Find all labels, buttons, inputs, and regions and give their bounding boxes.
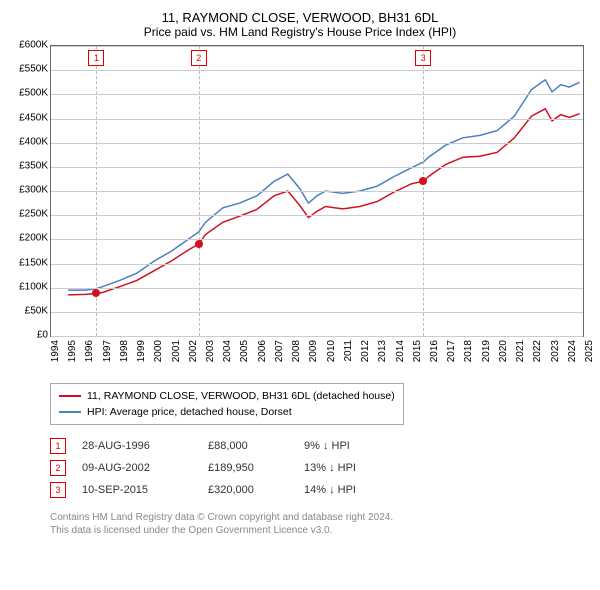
chart-area: 123 £0£50K£100K£150K£200K£250K£300K£350K…	[50, 45, 584, 375]
event-delta: 14% ↓ HPI	[304, 484, 394, 496]
footer-line-2: This data is licensed under the Open Gov…	[50, 524, 592, 537]
event-date: 10-SEP-2015	[82, 484, 192, 496]
footer-line-1: Contains HM Land Registry data © Crown c…	[50, 511, 592, 524]
event-marker: 1	[50, 438, 66, 454]
event-row: 1 28-AUG-1996 £88,000 9% ↓ HPI	[50, 435, 592, 457]
plot-region: 1 2 3	[50, 45, 584, 337]
x-tick-label: 2025	[584, 340, 600, 362]
event-table: 1 28-AUG-1996 £88,000 9% ↓ HPI 2 09-AUG-2002 £…	[50, 435, 592, 501]
series-hpi	[68, 80, 579, 290]
y-tick-label: £350K	[8, 160, 48, 171]
y-tick-label: £300K	[8, 185, 48, 196]
y-tick-label: £50K	[8, 305, 48, 316]
marker-box-3: 3	[415, 50, 431, 66]
event-marker: 3	[50, 482, 66, 498]
event-date: 28-AUG-1996	[82, 440, 192, 452]
event-price: £189,950	[208, 462, 288, 474]
page-subtitle: Price paid vs. HM Land Registry's House …	[8, 25, 592, 39]
legend-label: 11, RAYMOND CLOSE, VERWOOD, BH31 6DL (de…	[87, 390, 395, 402]
event-marker: 2	[50, 460, 66, 476]
event-row: 3 10-SEP-2015 £320,000 14% ↓ HPI	[50, 479, 592, 501]
legend-row: HPI: Average price, detached house, Dors…	[59, 404, 395, 420]
y-tick-label: £150K	[8, 257, 48, 268]
y-tick-label: £400K	[8, 136, 48, 147]
marker-box-1: 1	[88, 50, 104, 66]
event-price: £320,000	[208, 484, 288, 496]
legend: 11, RAYMOND CLOSE, VERWOOD, BH31 6DL (de…	[50, 383, 404, 425]
event-delta: 13% ↓ HPI	[304, 462, 394, 474]
marker-dot-1	[92, 289, 100, 297]
legend-row: 11, RAYMOND CLOSE, VERWOOD, BH31 6DL (de…	[59, 388, 395, 404]
y-tick-label: £550K	[8, 64, 48, 75]
y-tick-label: £250K	[8, 209, 48, 220]
event-delta: 9% ↓ HPI	[304, 440, 394, 452]
marker-box-2: 2	[191, 50, 207, 66]
y-tick-label: £0	[8, 330, 48, 341]
legend-swatch	[59, 395, 81, 397]
marker-dot-3	[419, 177, 427, 185]
y-tick-label: £200K	[8, 233, 48, 244]
y-tick-label: £100K	[8, 281, 48, 292]
y-tick-label: £450K	[8, 112, 48, 123]
legend-swatch	[59, 411, 81, 413]
event-row: 2 09-AUG-2002 £189,950 13% ↓ HPI	[50, 457, 592, 479]
page: 11, RAYMOND CLOSE, VERWOOD, BH31 6DL Pri…	[0, 0, 600, 590]
legend-label: HPI: Average price, detached house, Dors…	[87, 406, 292, 418]
event-price: £88,000	[208, 440, 288, 452]
footer-attribution: Contains HM Land Registry data © Crown c…	[50, 511, 592, 537]
event-date: 09-AUG-2002	[82, 462, 192, 474]
marker-dot-2	[195, 240, 203, 248]
page-title: 11, RAYMOND CLOSE, VERWOOD, BH31 6DL	[8, 10, 592, 25]
y-tick-label: £500K	[8, 88, 48, 99]
y-tick-label: £600K	[8, 40, 48, 51]
